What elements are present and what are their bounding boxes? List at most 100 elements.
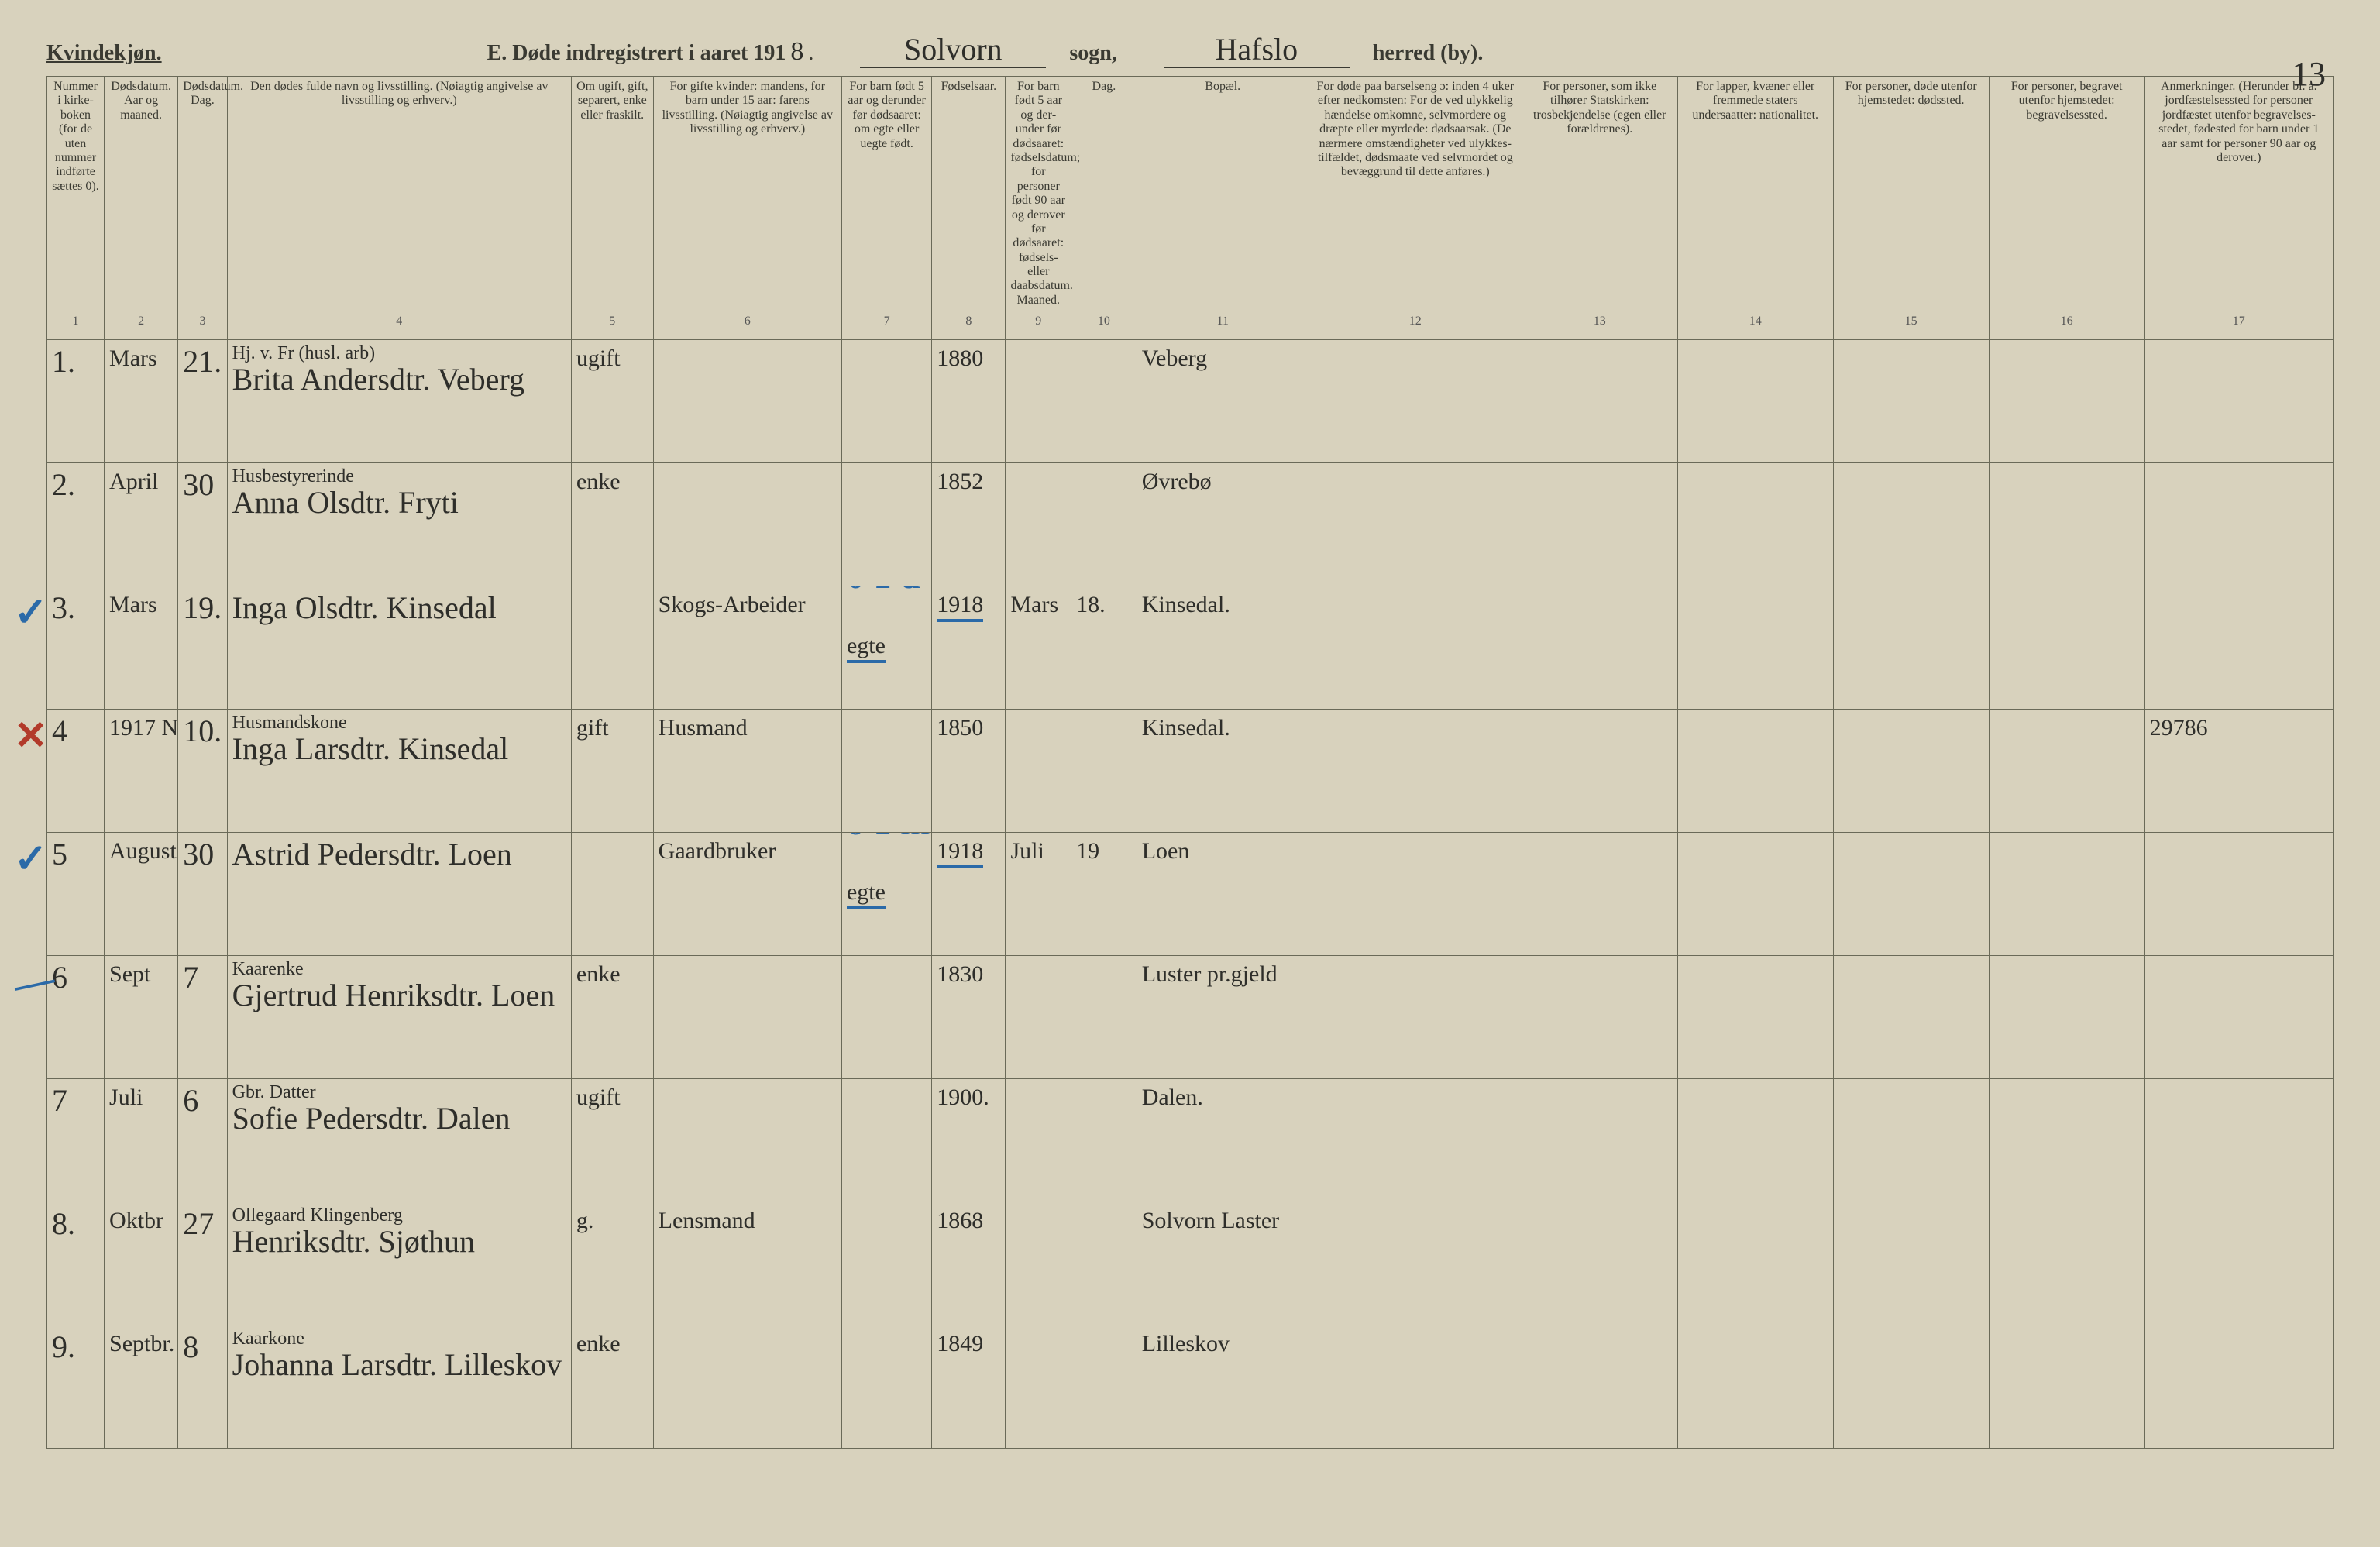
cell-num: 1. [47, 340, 105, 463]
col-number: 6 [653, 311, 841, 340]
title-prefix: E. Døde indregistrert i aaret 191 [487, 41, 786, 66]
col-number: 8 [932, 311, 1006, 340]
sogn-value: Solvorn [860, 31, 1046, 68]
cell-17 [2144, 1325, 2333, 1449]
kvindekjon-label: Kvindekjøn. [46, 41, 162, 66]
herred-label: herred (by). [1373, 41, 1484, 66]
cell-bopal: Kinsedal. [1137, 710, 1309, 833]
cell-husband [653, 956, 841, 1079]
cell-17 [2144, 586, 2333, 710]
sogn-label: sogn, [1069, 41, 1116, 66]
cell-egte [841, 340, 931, 463]
col-header: Bopæl. [1137, 77, 1309, 311]
cell-name: Astrid Pedersdtr. Loen [227, 833, 571, 956]
cell-egte: 0 1 degte [841, 586, 931, 710]
cell-month: August [105, 833, 178, 956]
col-number: 11 [1137, 311, 1309, 340]
cell-16 [1989, 1079, 2144, 1202]
cell-name: KaarkoneJohanna Larsdtr. Lille­skov [227, 1325, 571, 1449]
cell-bday [1071, 340, 1137, 463]
cell-12 [1309, 340, 1522, 463]
column-number-row: 1 2 3 4 5 6 7 8 9 10 11 12 13 14 15 16 1… [47, 311, 2334, 340]
cell-13 [1522, 1079, 1677, 1202]
table-row: ✓3.Mars19.Inga Olsdtr. KinsedalSkogs-Arb… [47, 586, 2334, 710]
register-table: Nummer i kirke­boken (for de uten nummer… [46, 76, 2334, 1449]
cell-husband [653, 1079, 841, 1202]
cell-15 [1833, 956, 1989, 1079]
cell-num: ✓5 [47, 833, 105, 956]
col-header: For lapper, kvæner eller fremmede stater… [1677, 77, 1833, 311]
cell-14 [1677, 956, 1833, 1079]
col-header: Dag. [1071, 77, 1137, 311]
cell-16 [1989, 340, 2144, 463]
cell-status: enke [571, 1325, 653, 1449]
cell-bopal: Lilleskov [1137, 1325, 1309, 1449]
cell-birthyear: 1850 [932, 710, 1006, 833]
col-header: Om ugift, gift, separert, enke eller fra… [571, 77, 653, 311]
cell-12 [1309, 833, 1522, 956]
cell-name: HusbestyrerindeAnna Olsdtr. Fryti [227, 463, 571, 586]
cell-16 [1989, 710, 2144, 833]
cell-egte [841, 1325, 931, 1449]
cell-bopal: Luster pr.gjeld [1137, 956, 1309, 1079]
cell-16 [1989, 956, 2144, 1079]
cell-egte [841, 1202, 931, 1325]
cell-12 [1309, 1202, 1522, 1325]
col-number: 14 [1677, 311, 1833, 340]
cell-birthyear: 1900. [932, 1079, 1006, 1202]
table-row: 7Juli6Gbr. DatterSofie Pedersdtr. Dalenu… [47, 1079, 2334, 1202]
cell-num: 7 [47, 1079, 105, 1202]
table-row: ✕41917 Novbr10.HusmandskoneInga Larsdtr.… [47, 710, 2334, 833]
cell-num: ✓3. [47, 586, 105, 710]
cell-month: Mars [105, 586, 178, 710]
cell-day: 30 [178, 833, 227, 956]
cell-day: 27 [178, 1202, 227, 1325]
cell-12 [1309, 463, 1522, 586]
cell-bday [1071, 710, 1137, 833]
cell-birthyear: 1830 [932, 956, 1006, 1079]
col-number: 9 [1006, 311, 1071, 340]
cell-bmonth [1006, 1079, 1071, 1202]
cell-status: ugift [571, 1079, 653, 1202]
cell-husband: Gaardbruker [653, 833, 841, 956]
col-header: For personer, som ikke tilhører Statskir… [1522, 77, 1677, 311]
col-header: Dødsdatum. Dag. [178, 77, 227, 311]
cell-husband: Lensmand [653, 1202, 841, 1325]
cell-16 [1989, 586, 2144, 710]
title-year-digit: 8 [790, 37, 803, 67]
col-number: 5 [571, 311, 653, 340]
col-number: 10 [1071, 311, 1137, 340]
cell-name: Inga Olsdtr. Kinsedal [227, 586, 571, 710]
cell-husband [653, 340, 841, 463]
cell-12 [1309, 956, 1522, 1079]
cell-num: 2. [47, 463, 105, 586]
cell-17 [2144, 340, 2333, 463]
col-header: For barn født 5 aar og derunder før døds… [841, 77, 931, 311]
cell-month: Sept [105, 956, 178, 1079]
cell-num: 8. [47, 1202, 105, 1325]
cell-15 [1833, 463, 1989, 586]
cell-14 [1677, 340, 1833, 463]
cell-14 [1677, 833, 1833, 956]
col-number: 4 [227, 311, 571, 340]
col-header: For gifte kvinder: mandens, for barn und… [653, 77, 841, 311]
cell-bopal: Veberg [1137, 340, 1309, 463]
cell-16 [1989, 1202, 2144, 1325]
col-header: For døde paa barselseng ɔ: inden 4 uker … [1309, 77, 1522, 311]
cell-16 [1989, 463, 2144, 586]
margin-mark: ✓ [47, 590, 48, 636]
col-number: 1 [47, 311, 105, 340]
cell-12 [1309, 586, 1522, 710]
cell-day: 19. [178, 586, 227, 710]
col-number: 16 [1989, 311, 2144, 340]
cell-bopal: Loen [1137, 833, 1309, 956]
cell-name: Ollegaard KlingenbergHenriksdtr. Sjøthun [227, 1202, 571, 1325]
cell-name: HusmandskoneInga Larsdtr. Kinsedal [227, 710, 571, 833]
cell-month: Mars [105, 340, 178, 463]
cell-12 [1309, 710, 1522, 833]
cell-15 [1833, 340, 1989, 463]
cell-17 [2144, 833, 2333, 956]
cell-status [571, 833, 653, 956]
cell-17: 29786 [2144, 710, 2333, 833]
cell-name: Gbr. DatterSofie Pedersdtr. Dalen [227, 1079, 571, 1202]
